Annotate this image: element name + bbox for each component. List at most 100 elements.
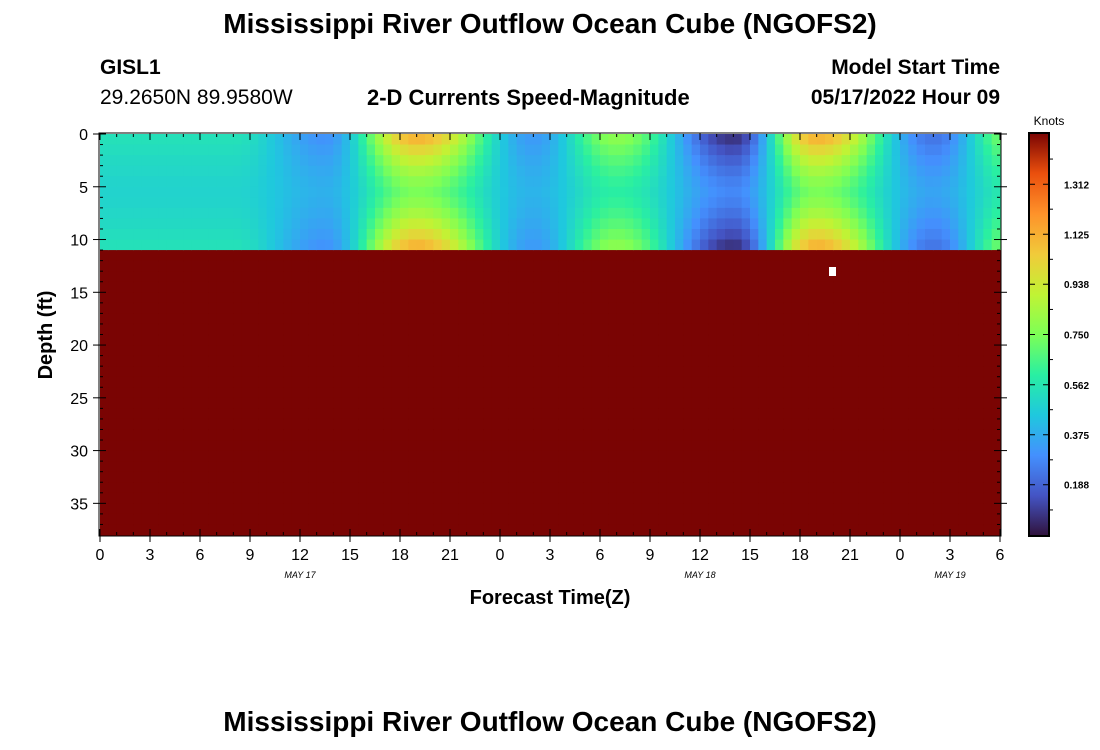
heat-cell <box>683 366 693 378</box>
heat-cell <box>183 450 193 462</box>
heat-cell <box>466 228 476 241</box>
heat-cell <box>716 376 726 388</box>
heat-cell <box>233 260 243 272</box>
heat-cell <box>716 176 726 188</box>
heat-cell <box>483 471 493 483</box>
heat-cell <box>933 461 943 473</box>
heat-cell <box>816 165 826 177</box>
heat-cell <box>375 302 384 314</box>
heat-cell <box>608 313 618 325</box>
heat-cell <box>766 186 776 198</box>
heat-cell <box>616 429 626 441</box>
heat-cell <box>100 387 109 399</box>
heat-cell <box>241 155 251 167</box>
heat-cell <box>466 397 476 409</box>
heat-cell <box>116 323 126 336</box>
heat-cell <box>533 440 543 452</box>
heat-cell <box>991 313 1001 325</box>
heat-cell <box>975 218 984 230</box>
heat-cell <box>216 418 226 431</box>
heat-cell <box>575 376 584 388</box>
heat-cell <box>325 197 334 209</box>
heat-cell <box>758 387 768 399</box>
heat-cell <box>866 218 876 230</box>
heat-cell <box>908 440 918 452</box>
heat-cell <box>991 218 1001 230</box>
heat-cell <box>600 334 609 346</box>
heat-cell <box>266 281 276 293</box>
heat-cell <box>325 144 334 156</box>
heat-cell <box>666 239 676 251</box>
heat-cell <box>416 207 426 220</box>
heat-cell <box>158 440 168 452</box>
heat-cell <box>341 376 351 388</box>
heat-cell <box>225 387 234 399</box>
heat-cell <box>758 228 768 241</box>
heat-cell <box>425 440 434 452</box>
heat-cell <box>400 418 409 431</box>
heat-cell <box>208 197 218 209</box>
heat-cell <box>575 292 584 304</box>
heat-cell <box>850 440 859 452</box>
heat-cell <box>633 292 643 304</box>
heat-cell <box>333 376 343 388</box>
heat-cell <box>466 155 476 167</box>
heat-cell <box>566 513 576 526</box>
heat-cell <box>300 397 309 409</box>
heat-cell <box>658 471 668 483</box>
heat-cell <box>533 418 543 431</box>
heat-cell <box>325 387 334 399</box>
heat-cell <box>875 397 884 409</box>
heat-cell <box>666 334 676 346</box>
heat-cell <box>908 250 918 262</box>
heat-cell <box>725 176 734 188</box>
heat-cell <box>416 239 426 251</box>
heat-cell <box>450 397 459 409</box>
heat-cell <box>933 376 943 388</box>
heat-cell <box>391 387 401 399</box>
heat-cell <box>341 471 351 483</box>
heat-cell <box>658 450 668 462</box>
heat-cell <box>366 418 376 431</box>
heat-cell <box>591 397 601 409</box>
heat-cell <box>150 165 159 177</box>
heat-cell <box>800 260 809 272</box>
heat-cell <box>775 155 784 167</box>
heat-cell <box>791 450 801 462</box>
heat-cell <box>216 144 226 156</box>
heat-cell <box>941 482 951 494</box>
heat-cell <box>275 292 284 304</box>
heat-cell <box>383 292 393 304</box>
heat-cell <box>650 165 659 177</box>
heat-cell <box>808 334 818 346</box>
heat-cell <box>758 429 768 441</box>
heat-cell <box>516 408 526 420</box>
heat-cell <box>766 165 776 177</box>
heat-cell <box>741 492 751 504</box>
heat-cell <box>791 165 801 177</box>
heat-cell <box>158 355 168 367</box>
heat-cell <box>291 418 301 431</box>
heat-cell <box>200 440 209 452</box>
heat-cell <box>250 418 259 431</box>
heat-cell <box>100 345 109 357</box>
heat-cell <box>683 334 693 346</box>
heat-cell <box>400 155 409 167</box>
heat-cell <box>333 387 343 399</box>
heat-cell <box>591 524 601 536</box>
heat-cell <box>366 302 376 314</box>
heat-cell <box>508 197 518 209</box>
heat-cell <box>366 461 376 473</box>
heat-cell <box>641 387 651 399</box>
heat-cell <box>833 397 843 409</box>
heat-cell <box>933 313 943 325</box>
heat-cell <box>283 186 293 198</box>
heat-cell <box>441 323 451 336</box>
heat-cell <box>450 429 459 441</box>
heat-cell <box>908 492 918 504</box>
heat-cell <box>300 281 309 293</box>
heat-cell <box>116 218 126 230</box>
heat-cell <box>575 218 584 230</box>
heat-cell <box>100 165 109 177</box>
heat-cell <box>658 207 668 220</box>
